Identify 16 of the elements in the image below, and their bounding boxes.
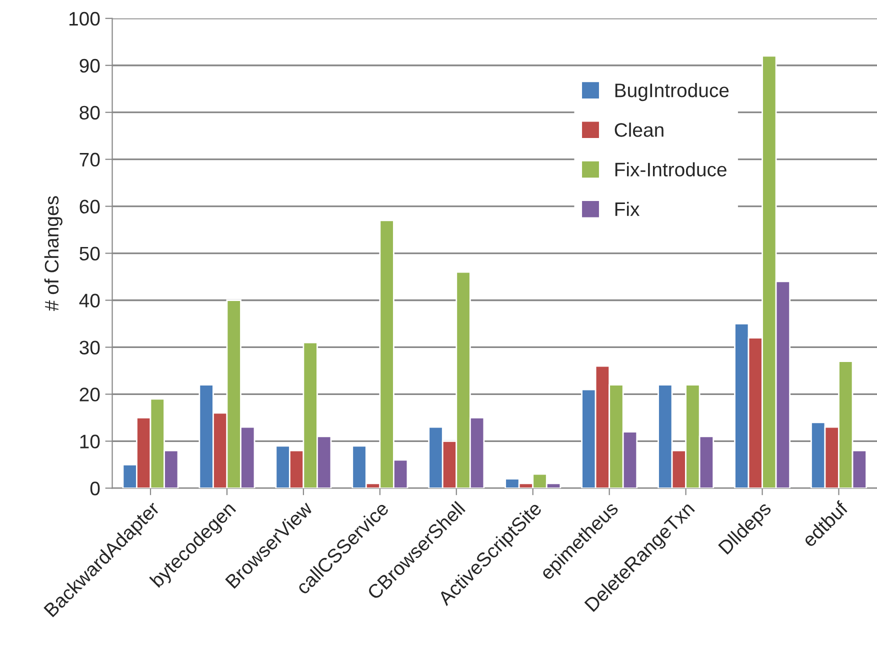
y-tick-label: 20 [80,388,100,402]
y-tick-label: 90 [80,58,100,73]
y-tick-label: 40 [79,294,100,308]
y-tick-label: 0 [90,482,100,496]
y-tick-label: 50 [80,246,100,261]
y-tick-label: 70 [80,152,100,167]
y-axis-title: # of Changes [44,196,62,312]
legend-label: Fix-Introduce [615,162,726,176]
legend-label: Clean [614,122,664,137]
legend-label: BugIntroduce [615,82,729,102]
y-tick-label: 30 [80,340,100,354]
y-tick-label: 80 [80,106,100,120]
y-tick-label: 60 [80,200,100,214]
y-tick-label: 100 [69,12,100,26]
legend-label: Fix [615,202,640,216]
y-tick-label: 10 [80,434,100,448]
